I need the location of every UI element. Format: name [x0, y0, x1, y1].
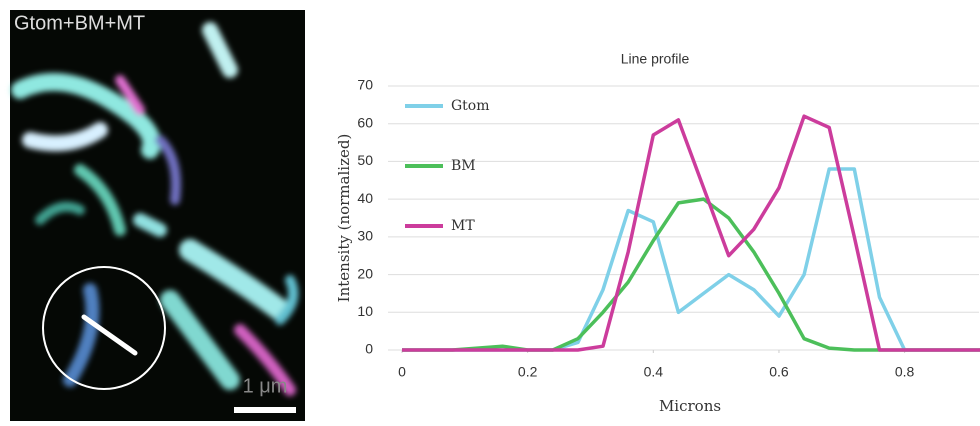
y-tick-label: 60	[357, 114, 373, 130]
profile-line	[81, 314, 138, 356]
series-line	[402, 114, 980, 352]
y-tick-label: 10	[357, 303, 373, 319]
y-tick-label: 20	[357, 265, 373, 281]
x-tick-label: 0.8	[895, 364, 915, 380]
legend-label: Gtom	[451, 98, 490, 114]
y-tick-label: 0	[365, 341, 373, 357]
series-line	[402, 167, 980, 352]
y-axis-label: Intensity (normalized)	[335, 134, 353, 303]
x-tick-label: 0.4	[644, 364, 664, 380]
y-tick-label: 30	[357, 228, 373, 244]
micrograph: Gtom+BM+MT 1 μm	[10, 10, 305, 421]
y-tick-label: 50	[357, 152, 373, 168]
chart-title: Line profile	[621, 51, 690, 67]
scale-bar-label: 1 μm	[243, 375, 288, 397]
y-tick-label: 70	[357, 77, 373, 93]
line-chart: Line profile Microns Intensity (normaliz…	[335, 51, 980, 415]
legend-label: BM	[451, 158, 476, 174]
y-tick-label: 40	[357, 190, 373, 206]
image-structures	[11, 22, 299, 396]
x-tick-label: 0	[398, 364, 406, 380]
roi-circle	[42, 266, 166, 390]
legend-label: MT	[451, 218, 475, 234]
x-axis-label: Microns	[659, 397, 721, 415]
x-tick-label: 0.6	[769, 364, 789, 380]
x-tick-label: 0.2	[518, 364, 538, 380]
image-label: Gtom+BM+MT	[14, 12, 145, 34]
